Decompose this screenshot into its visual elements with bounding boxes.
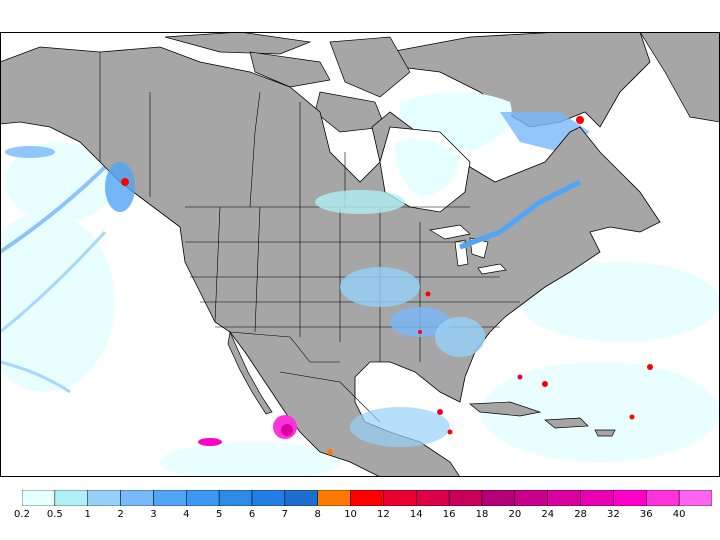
legend-tick-label: 10 [344,509,357,520]
legend-swatch [218,490,253,506]
legend-swatch [613,490,647,506]
legend-swatch [678,490,712,506]
political-borders [99,52,520,423]
legend-tick-label: 24 [541,509,555,520]
legend-tick-label: 3 [150,509,157,520]
legend-tick-label: 5 [215,509,223,520]
arctic-islands [164,32,720,133]
legend-swatch [120,490,154,506]
legend-tick-label: 36 [639,509,653,520]
legend-tick-label: 12 [377,509,390,520]
legend-tick-label: 8 [314,509,321,520]
precipitation-map [0,32,720,477]
legend-tick-label: 7 [281,509,289,520]
legend-tick-label: 28 [574,509,587,520]
greenland [389,32,651,128]
ocean-precip [0,142,720,477]
legend-tick-label: 14 [409,509,423,520]
legend-tick-label: 32 [607,509,620,520]
legend-tick-label: 16 [442,509,456,520]
legend-tick-label: 1 [84,509,91,520]
caribbean-islands [469,401,616,437]
legend-tick-label: 4 [183,509,190,520]
legend-tick-label: 0.5 [46,509,63,520]
legend-colorbar [22,490,712,506]
legend-swatch [448,490,483,506]
legend-swatch [547,490,581,506]
legend-swatch [22,490,56,506]
legend-swatch [54,490,88,506]
legend-swatch [284,490,318,506]
legend-swatch [416,490,450,506]
heavy-precip-cores [121,116,653,455]
legend-swatch [481,490,516,506]
legend-tick-label: 20 [508,509,522,520]
legend-tick-label: 2 [117,509,124,520]
legend-swatch [383,490,417,506]
land-precip [5,146,582,447]
legend-tick-label: 40 [672,509,686,520]
legend-swatch [350,490,384,506]
legend-swatch [646,490,680,506]
baja-california [227,330,273,415]
legend-swatch [186,490,220,506]
legend-swatch [87,490,121,506]
legend-swatch [251,490,286,506]
legend-swatch [514,490,548,506]
legend-tick-label: 6 [248,509,256,520]
legend-swatch [153,490,187,506]
legend-swatch [580,490,614,506]
legend-swatch [317,490,351,506]
legend-tick-label: 18 [475,509,489,520]
north-america [0,46,661,477]
legend-tick-label: 0.2 [14,509,30,520]
